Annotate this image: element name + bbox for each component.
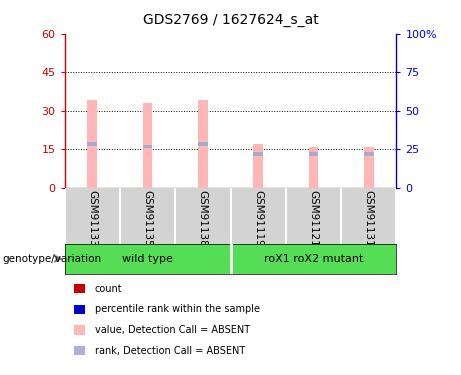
Bar bbox=[87, 100, 97, 188]
Text: GSM91131: GSM91131 bbox=[364, 190, 374, 247]
Text: count: count bbox=[95, 284, 122, 294]
Text: value, Detection Call = ABSENT: value, Detection Call = ABSENT bbox=[95, 325, 249, 335]
Text: GSM91135: GSM91135 bbox=[142, 190, 153, 247]
Bar bbox=[253, 144, 263, 188]
Bar bbox=[364, 147, 374, 188]
Text: wild type: wild type bbox=[122, 254, 173, 264]
Bar bbox=[198, 100, 208, 188]
Bar bbox=[308, 147, 319, 188]
Text: GSM91138: GSM91138 bbox=[198, 190, 208, 247]
Bar bbox=[87, 142, 97, 146]
Text: GSM91133: GSM91133 bbox=[87, 190, 97, 247]
Bar bbox=[364, 152, 374, 156]
Bar bbox=[253, 152, 263, 156]
Bar bbox=[198, 142, 208, 146]
Bar bbox=[142, 145, 153, 148]
Text: percentile rank within the sample: percentile rank within the sample bbox=[95, 304, 260, 314]
Text: GSM91121: GSM91121 bbox=[308, 190, 319, 247]
Bar bbox=[308, 152, 319, 156]
FancyBboxPatch shape bbox=[230, 244, 396, 273]
FancyBboxPatch shape bbox=[65, 244, 230, 273]
Text: GSM91119: GSM91119 bbox=[253, 190, 263, 247]
Text: GDS2769 / 1627624_s_at: GDS2769 / 1627624_s_at bbox=[142, 13, 319, 27]
Text: rank, Detection Call = ABSENT: rank, Detection Call = ABSENT bbox=[95, 346, 245, 355]
Text: roX1 roX2 mutant: roX1 roX2 mutant bbox=[264, 254, 363, 264]
Text: genotype/variation: genotype/variation bbox=[2, 254, 101, 264]
Bar bbox=[142, 103, 153, 188]
